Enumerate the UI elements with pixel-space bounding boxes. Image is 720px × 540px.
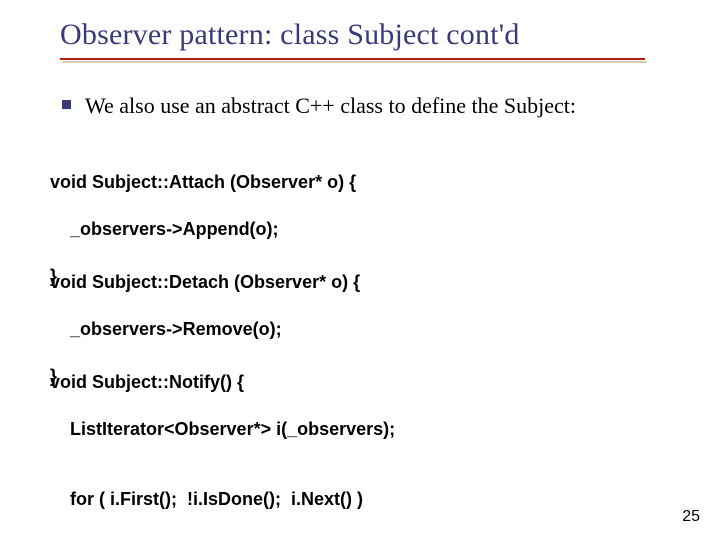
square-bullet-icon [62,100,71,109]
code-line: void Subject::Detach (Observer* o) { [50,272,360,292]
slide-title: Observer pattern: class Subject cont'd [60,18,680,53]
bullet-text: We also use an abstract C++ class to def… [85,92,576,120]
slide: Observer pattern: class Subject cont'd W… [0,0,720,540]
code-line: void Subject::Notify() { [50,372,244,392]
page-number: 25 [682,508,700,526]
title-wrap: Observer pattern: class Subject cont'd [60,18,680,53]
code-line: ListIterator<Observer*> i(_observers); [30,418,690,441]
code-line: _observers->Remove(o); [30,318,690,341]
code-line: for ( i.First(); !i.IsDone(); i.Next() ) [30,488,690,511]
code-line: _observers->Append(o); [30,218,690,241]
bullet-row: We also use an abstract C++ class to def… [62,92,662,120]
code-line: void Subject::Attach (Observer* o) { [50,172,356,192]
title-underline-shadow [62,61,647,63]
code-notify: void Subject::Notify() { ListIterator<Ob… [30,348,690,540]
title-underline [60,58,645,60]
